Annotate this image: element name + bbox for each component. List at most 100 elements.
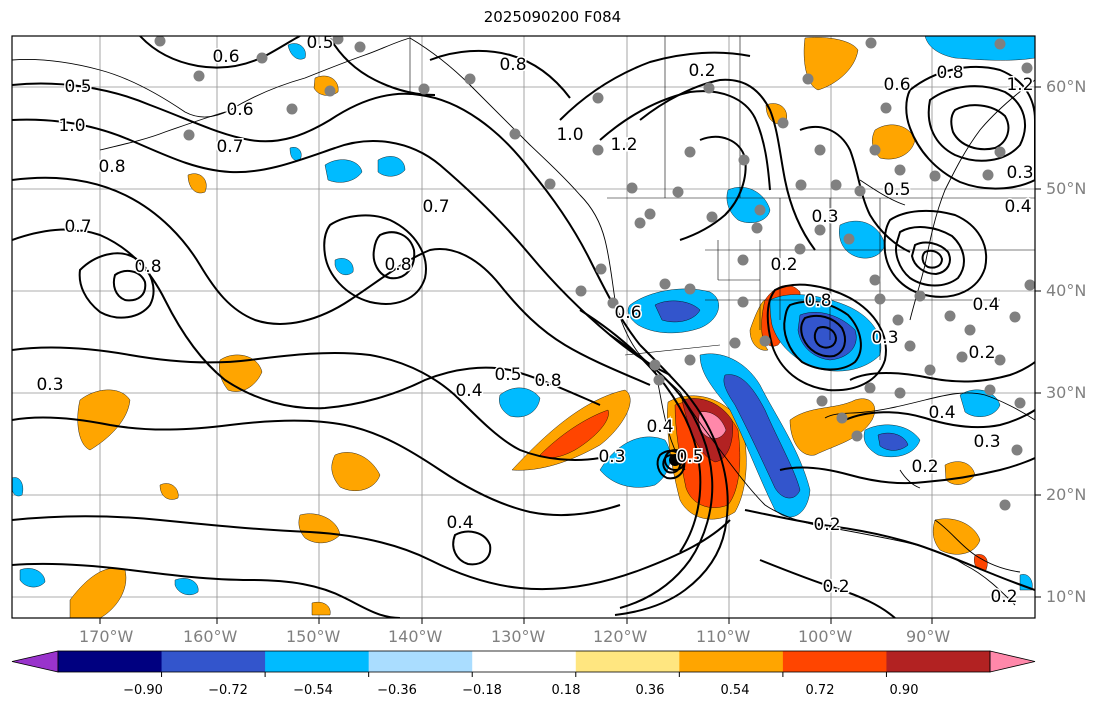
contour-label: 0.6 <box>883 75 910 95</box>
axis-ticks <box>99 86 1041 624</box>
colorbar-tick-label: −0.54 <box>293 683 333 698</box>
colorbar-extend-max <box>989 650 1036 673</box>
coastlines <box>12 37 1035 606</box>
positive-anomaly-hawaii-west <box>77 389 131 451</box>
contour-label: 0.5 <box>676 447 703 467</box>
cyclone-marker <box>664 449 686 471</box>
colorbar-segment <box>161 651 266 672</box>
contour-label: 0.8 <box>499 55 526 75</box>
lon-label-140w: 140°W <box>388 627 443 646</box>
contour-label: 0.8 <box>98 157 125 177</box>
contour-label: 1.0 <box>556 125 583 145</box>
lon-label-120w: 120°W <box>593 627 648 646</box>
contour-label: 0.3 <box>973 432 1000 452</box>
contour-label: 0.5 <box>883 180 910 200</box>
contour-label: 0.7 <box>64 217 91 237</box>
contour-label: 0.7 <box>216 137 243 157</box>
colorbar-extend-min <box>11 650 59 673</box>
contour-label: 0.8 <box>134 257 161 277</box>
lat-label-50n: 50°N <box>1046 179 1087 198</box>
political-boundaries <box>409 36 1035 360</box>
negative-anomaly-small-2 <box>174 578 199 595</box>
contour-label: 0.2 <box>688 61 715 81</box>
colorbar-segment <box>368 651 473 672</box>
colorbar-segment <box>782 651 887 672</box>
negative-anomaly-small-3 <box>287 43 306 60</box>
positive-anomaly-south-pacific <box>331 452 381 491</box>
contour-label: 0.2 <box>822 577 849 597</box>
strong-negative-anomaly-southwest <box>654 300 701 323</box>
positive-anomaly-small-5 <box>974 554 988 571</box>
contour-label: 0.7 <box>422 197 449 217</box>
colorbar-frame <box>57 650 991 673</box>
negative-anomaly-canada-east <box>839 220 886 259</box>
negative-anomaly-mid-pacific <box>377 156 406 177</box>
contour-label: 0.4 <box>1004 197 1031 217</box>
lat-label-60n: 60°N <box>1046 77 1087 96</box>
colorbar <box>11 650 1036 677</box>
colorbar-segment <box>575 651 680 672</box>
strong-negative-anomaly-southeast <box>877 432 909 451</box>
contour-label: 0.6 <box>226 100 253 120</box>
contour-label: 0.2 <box>911 457 938 477</box>
contour-labels: 0.5 0.6 0.5 0.8 0.2 0.8 1.2 1.0 0.6 0.7 … <box>35 33 1035 609</box>
contour-label: 0.8 <box>384 255 411 275</box>
negative-anomaly-northeast <box>924 36 1035 61</box>
lon-label-160w: 160°W <box>183 627 238 646</box>
negative-anomaly-southwest-pacific <box>19 568 46 588</box>
contour-label: 0.3 <box>871 328 898 348</box>
positive-anomaly-tropical <box>298 513 341 544</box>
shaded-anomaly-fields <box>12 36 1035 618</box>
negative-anomaly-offshore <box>499 387 541 418</box>
negative-anomaly-small-1 <box>334 258 354 275</box>
colorbar-segment <box>58 651 163 672</box>
contour-label: 0.4 <box>446 513 473 533</box>
contour-label: 1.2 <box>610 135 637 155</box>
contour-label: 0.3 <box>36 375 63 395</box>
positive-anomaly-canada <box>803 37 859 91</box>
colorbar-segment <box>679 651 784 672</box>
contour-label: 0.6 <box>212 47 239 67</box>
contour-label: 0.4 <box>928 403 955 423</box>
contour-label: 0.8 <box>534 371 561 391</box>
contour-label: 1.2 <box>1006 75 1033 95</box>
contour-label: 0.4 <box>972 295 999 315</box>
contour-label: 0.6 <box>614 303 641 323</box>
positive-anomaly-small-1 <box>159 483 179 500</box>
positive-anomaly-small-2 <box>187 173 207 194</box>
colorbar-tick-label: −0.90 <box>123 683 163 698</box>
contour-label: 0.2 <box>813 515 840 535</box>
contour-label: 0.3 <box>811 207 838 227</box>
positive-anomaly-great-lakes <box>872 124 916 160</box>
lon-label-170w: 170°W <box>79 627 134 646</box>
contour-label: 1.0 <box>58 116 85 136</box>
contour-label: 0.5 <box>306 33 333 53</box>
contour-lines <box>12 36 1035 618</box>
colorbar-tick-label: −0.36 <box>377 683 417 698</box>
colorbar-segment <box>886 651 991 672</box>
contour-label: 0.4 <box>646 417 673 437</box>
colorbar-tick-label: 0.36 <box>635 683 665 698</box>
lat-label-30n: 30°N <box>1046 383 1087 402</box>
colorbar-segment <box>265 651 370 672</box>
lon-label-90w: 90°W <box>906 627 951 646</box>
negative-anomaly-central-pacific <box>324 159 363 183</box>
colorbar-tick-label: −0.72 <box>208 683 248 698</box>
lon-label-110w: 110°W <box>696 627 751 646</box>
contour-label: 0.4 <box>455 381 482 401</box>
colorbar-tick-label: 0.72 <box>805 683 835 698</box>
colorbar-tick-label: 0.90 <box>889 683 919 698</box>
lat-label-20n: 20°N <box>1046 485 1087 504</box>
contour-label: 0.3 <box>598 447 625 467</box>
map-title: 2025090200 F084 <box>483 8 622 26</box>
contour-label: 0.5 <box>64 77 91 97</box>
colorbar-tick-label: −0.18 <box>462 683 502 698</box>
colorbar-segment <box>472 651 577 672</box>
positive-anomaly-small-4 <box>311 602 331 616</box>
contour-label: 0.2 <box>990 587 1017 607</box>
colorbar-tick-label: 0.18 <box>551 683 581 698</box>
positive-anomaly-subtropical-jet-core <box>539 409 609 458</box>
contour-label: 0.8 <box>804 291 831 311</box>
lon-label-150w: 150°W <box>286 627 341 646</box>
